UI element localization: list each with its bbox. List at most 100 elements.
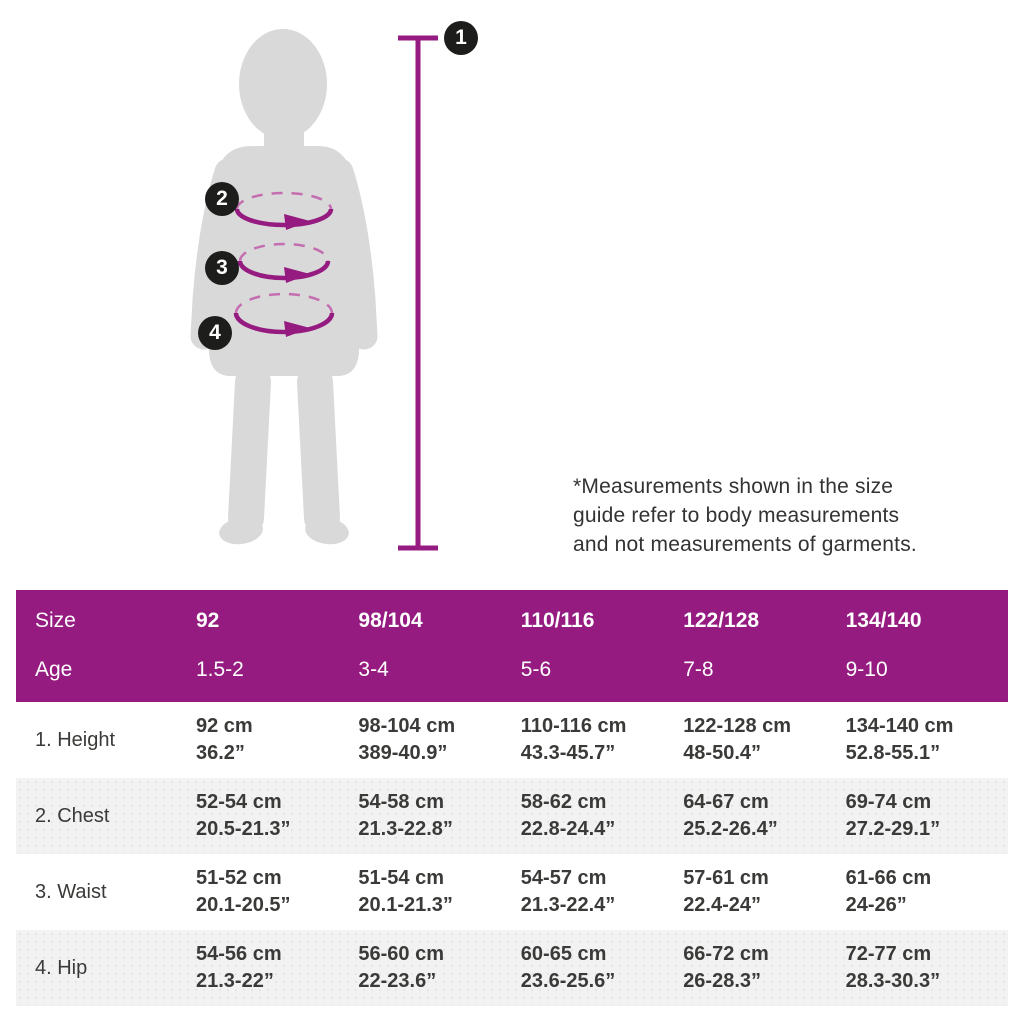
table-row-hip: 4. Hip 54-56 cm 21.3-22” 56-60 cm 22-23.… <box>16 930 1008 1006</box>
height-measure-line <box>398 35 438 551</box>
table-cell: 54-58 cm 21.3-22.8” <box>358 789 520 843</box>
table-cell: 92 cm 36.2” <box>196 713 358 767</box>
note-line: *Measurements shown in the size <box>573 475 894 498</box>
marker-1-height-badge: 1 <box>444 21 478 55</box>
inch-value: 21.3-22.8” <box>358 818 453 840</box>
table-cell: 134-140 cm 52.8-55.1” <box>846 713 1008 767</box>
child-silhouette-figure <box>190 29 378 545</box>
table-cell: 58-62 cm 22.8-24.4” <box>521 789 683 843</box>
header-cell-size: 98/104 <box>358 608 423 632</box>
age-header-label: Age <box>35 657 73 681</box>
inch-value: 21.3-22.4” <box>520 894 616 916</box>
table-cell: 56-60 cm 22-23.6” <box>358 941 520 995</box>
inch-value: 26-28.3” <box>683 970 762 992</box>
table-cell: 64-67 cm 25.2-26.4” <box>683 789 845 843</box>
inch-value: 20.1-21.3” <box>358 894 453 916</box>
inch-value: 23.6-25.6” <box>520 970 616 992</box>
cm-value: 98-104 cm <box>358 715 456 737</box>
table-row-chest: 2. Chest 52-54 cm 20.5-21.3” 54-58 cm 21… <box>16 778 1008 854</box>
table-cell: 69-74 cm 27.2-29.1” <box>846 789 1008 843</box>
cm-value: 64-67 cm <box>683 791 769 813</box>
cm-value: 51-54 cm <box>358 867 445 889</box>
header-cell-size: 122/128 <box>683 608 760 632</box>
inch-value: 43.3-45.7” <box>520 742 616 764</box>
row-label: 3. Waist <box>35 880 107 903</box>
table-cell: 60-65 cm 23.6-25.6” <box>521 941 683 995</box>
table-cell: 72-77 cm 28.3-30.3” <box>846 941 1008 995</box>
hip-girth-ellipse <box>233 292 335 337</box>
chest-arrow-icon <box>284 214 310 230</box>
note-line: and not measurements of garments. <box>573 533 917 556</box>
table-cell: 98-104 cm 389-40.9” <box>358 713 520 767</box>
size-header-row: Size 92 98/104 110/116 122/128 134/140 <box>16 596 1008 645</box>
inch-value: 36.2” <box>196 742 245 764</box>
inch-value: 48-50.4” <box>683 742 762 764</box>
inch-value: 52.8-55.1” <box>845 742 941 764</box>
waist-girth-ellipse <box>237 242 331 283</box>
cm-value: 54-57 cm <box>520 867 607 889</box>
header-cell-size: 110/116 <box>520 608 595 632</box>
cm-value: 54-58 cm <box>358 791 445 813</box>
cm-value: 60-65 cm <box>520 943 607 965</box>
inch-value: 27.2-29.1” <box>845 818 941 840</box>
cm-value: 69-74 cm <box>845 791 932 813</box>
table-row-waist: 3. Waist 51-52 cm 20.1-20.5” 51-54 cm 20… <box>16 854 1008 930</box>
cm-value: 58-62 cm <box>520 791 607 813</box>
cm-value: 57-61 cm <box>683 867 769 889</box>
table-cell: 54-56 cm 21.3-22” <box>196 941 358 995</box>
waist-arrow-icon <box>284 267 310 283</box>
cm-value: 110-116 cm <box>520 715 627 737</box>
inch-value: 21.3-22” <box>196 970 274 992</box>
marker-3-waist-badge: 3 <box>205 251 239 285</box>
header-cell-age: 5-6 <box>520 657 552 681</box>
table-cell: 110-116 cm 43.3-45.7” <box>521 713 683 767</box>
marker-2-chest-badge: 2 <box>205 182 239 216</box>
row-label: 4. Hip <box>35 956 88 979</box>
table-cell: 122-128 cm 48-50.4” <box>683 713 845 767</box>
header-cell-size: 134/140 <box>845 608 922 632</box>
inch-value: 24-26” <box>845 894 907 916</box>
cm-value: 52-54 cm <box>196 791 282 813</box>
cm-value: 66-72 cm <box>683 943 769 965</box>
measurement-disclaimer-note: *Measurements shown in the size guide re… <box>573 472 973 559</box>
inch-value: 20.1-20.5” <box>196 894 291 916</box>
measurement-diagram <box>190 29 438 551</box>
inch-value: 389-40.9” <box>358 742 448 764</box>
row-label: 2. Chest <box>35 804 110 827</box>
cm-value: 54-56 cm <box>196 943 282 965</box>
note-line: guide refer to body measurements <box>573 504 900 527</box>
table-cell: 52-54 cm 20.5-21.3” <box>196 789 358 843</box>
inch-value: 28.3-30.3” <box>845 970 941 992</box>
header-cell-age: 3-4 <box>358 657 389 681</box>
header-cell-size: 92 <box>196 608 220 632</box>
size-guide-table: Size 92 98/104 110/116 122/128 134/140 A… <box>16 590 1008 1006</box>
header-cell-age: 9-10 <box>845 657 888 681</box>
table-cell: 51-52 cm 20.1-20.5” <box>196 865 358 919</box>
table-cell: 57-61 cm 22.4-24” <box>683 865 845 919</box>
row-label: 1. Height <box>35 728 116 751</box>
marker-4-hip-badge: 4 <box>198 316 232 350</box>
cm-value: 134-140 cm <box>845 715 954 737</box>
header-cell-age: 7-8 <box>683 657 714 681</box>
age-header-row: Age 1.5-2 3-4 5-6 7-8 9-10 <box>16 645 1008 694</box>
inch-value: 22.8-24.4” <box>520 818 616 840</box>
cm-value: 122-128 cm <box>683 715 792 737</box>
table-cell: 61-66 cm 24-26” <box>846 865 1008 919</box>
table-header: Size 92 98/104 110/116 122/128 134/140 A… <box>16 590 1008 702</box>
table-cell: 54-57 cm 21.3-22.4” <box>521 865 683 919</box>
inch-value: 22.4-24” <box>683 894 762 916</box>
table-row-height: 1. Height 92 cm 36.2” 98-104 cm 389-40.9… <box>16 702 1008 778</box>
table-cell: 66-72 cm 26-28.3” <box>683 941 845 995</box>
cm-value: 72-77 cm <box>845 943 932 965</box>
size-header-label: Size <box>35 608 76 632</box>
cm-value: 92 cm <box>196 715 253 737</box>
inch-value: 25.2-26.4” <box>683 818 778 840</box>
header-cell-age: 1.5-2 <box>196 657 244 681</box>
table-body: 1. Height 92 cm 36.2” 98-104 cm 389-40.9… <box>16 702 1008 1006</box>
table-cell: 51-54 cm 20.1-21.3” <box>358 865 520 919</box>
hip-arrow-icon <box>284 321 310 337</box>
chest-girth-ellipse <box>234 191 334 230</box>
inch-value: 22-23.6” <box>358 970 437 992</box>
inch-value: 20.5-21.3” <box>196 818 291 840</box>
